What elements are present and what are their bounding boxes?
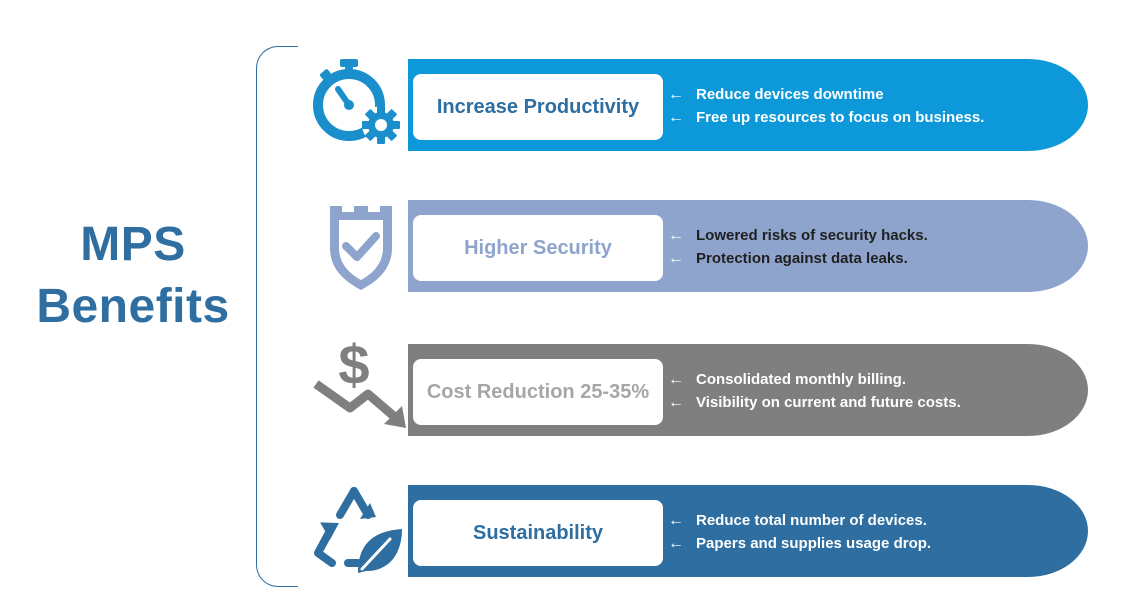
benefit-point: ← Lowered risks of security hacks.: [668, 224, 1068, 247]
benefit-label: Higher Security: [413, 215, 663, 281]
title-line-1: MPS: [80, 218, 186, 271]
title-line-2: Benefits: [36, 280, 230, 333]
recycle-leaf-icon: [310, 483, 410, 579]
benefit-row-sustainability: Sustainability ← Reduce total number of d…: [300, 481, 1100, 581]
dollar-down-arrow-icon: $: [310, 333, 410, 438]
benefit-label: Increase Productivity: [413, 74, 663, 140]
benefit-label: Cost Reduction 25-35%: [413, 359, 663, 425]
benefits-bracket: [256, 46, 298, 587]
diagram-title: MPS Benefits: [0, 214, 266, 338]
benefit-point: ← Free up resources to focus on business.: [668, 106, 1068, 129]
benefit-row-security: Higher Security ← Lowered risks of securi…: [300, 196, 1100, 296]
benefit-point: ← Reduce devices downtime: [668, 83, 1068, 106]
left-arrow-icon: ←: [668, 394, 684, 411]
benefit-points: ← Lowered risks of security hacks. ← Prote…: [668, 224, 1068, 270]
left-arrow-icon: ←: [668, 250, 684, 267]
benefit-points: ← Reduce total number of devices. ← Papers…: [668, 509, 1068, 555]
left-arrow-icon: ←: [668, 535, 684, 552]
benefit-row-cost: $ Cost Reduction 25-35% ← Consolidated mo…: [300, 333, 1100, 440]
left-arrow-icon: ←: [668, 227, 684, 244]
benefit-point: ← Papers and supplies usage drop.: [668, 532, 1068, 555]
stopwatch-gear-icon: [310, 57, 410, 153]
left-arrow-icon: ←: [668, 86, 684, 103]
left-arrow-icon: ←: [668, 512, 684, 529]
left-arrow-icon: ←: [668, 371, 684, 388]
benefit-point: ← Protection against data leaks.: [668, 247, 1068, 270]
benefit-points: ← Consolidated monthly billing. ← Visibili…: [668, 368, 1068, 414]
benefit-point: ← Visibility on current and future costs.: [668, 391, 1068, 414]
benefit-point: ← Consolidated monthly billing.: [668, 368, 1068, 391]
shield-check-icon: [310, 198, 410, 294]
benefit-row-productivity: Increase Productivity ← Reduce devices do…: [300, 55, 1100, 155]
benefit-point: ← Reduce total number of devices.: [668, 509, 1068, 532]
benefit-points: ← Reduce devices downtime ← Free up resour…: [668, 83, 1068, 129]
svg-text:$: $: [338, 342, 369, 396]
left-arrow-icon: ←: [668, 109, 684, 126]
benefit-label: Sustainability: [413, 500, 663, 566]
